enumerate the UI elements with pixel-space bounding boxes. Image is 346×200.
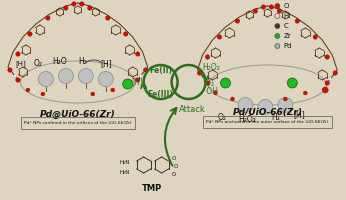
Circle shape (258, 99, 273, 114)
Circle shape (325, 81, 329, 85)
Circle shape (203, 77, 206, 80)
Text: H₂N: H₂N (119, 170, 130, 174)
Text: H₂: H₂ (271, 112, 280, 121)
Circle shape (80, 2, 84, 6)
Circle shape (88, 6, 92, 10)
Circle shape (136, 52, 140, 56)
Circle shape (139, 74, 142, 77)
Circle shape (98, 90, 101, 94)
Text: [H]: [H] (16, 61, 26, 67)
Circle shape (16, 52, 20, 56)
Circle shape (214, 58, 217, 62)
Circle shape (287, 78, 297, 88)
Circle shape (283, 97, 287, 101)
Circle shape (238, 98, 253, 112)
Circle shape (106, 16, 110, 20)
Text: ¹O₂: ¹O₂ (202, 79, 215, 88)
Circle shape (261, 5, 266, 9)
Text: Fe(II): Fe(II) (149, 66, 172, 74)
Text: O₂: O₂ (34, 60, 43, 68)
Circle shape (28, 32, 32, 36)
Circle shape (16, 78, 20, 82)
Circle shape (318, 58, 321, 62)
Text: C: C (283, 23, 288, 29)
Circle shape (98, 72, 113, 86)
Text: Pd@UiO-66(Zr): Pd@UiO-66(Zr) (40, 109, 116, 119)
Circle shape (275, 44, 280, 48)
Circle shape (217, 35, 222, 39)
Text: O: O (172, 156, 176, 160)
Circle shape (275, 33, 280, 38)
Circle shape (58, 68, 73, 84)
Text: H₂: H₂ (79, 58, 87, 66)
Circle shape (136, 78, 140, 82)
Circle shape (124, 32, 128, 36)
Circle shape (8, 68, 12, 72)
Text: Pd° NPs confined in the orifices of the UiO-66(Zr): Pd° NPs confined in the orifices of the … (24, 121, 131, 125)
Text: Zr: Zr (283, 33, 291, 39)
Text: H: H (283, 13, 289, 19)
Circle shape (46, 16, 50, 20)
Text: H₂O₂: H₂O₂ (238, 114, 256, 123)
Text: [H]: [H] (293, 110, 305, 119)
Circle shape (205, 81, 210, 85)
Circle shape (13, 74, 17, 77)
Circle shape (313, 35, 318, 39)
Circle shape (41, 92, 45, 96)
Text: Fe(III): Fe(III) (148, 90, 174, 98)
Circle shape (48, 95, 51, 98)
Text: H₂O: H₂O (53, 58, 67, 66)
Text: Pd: Pd (283, 43, 292, 49)
Circle shape (275, 23, 280, 28)
Circle shape (91, 92, 95, 96)
Circle shape (144, 68, 148, 72)
Circle shape (38, 72, 53, 86)
Circle shape (269, 5, 274, 9)
Circle shape (325, 55, 329, 59)
Circle shape (329, 77, 332, 80)
Text: O: O (172, 171, 176, 176)
Circle shape (235, 19, 240, 23)
Text: H₂N: H₂N (119, 160, 130, 164)
Circle shape (303, 91, 307, 95)
Circle shape (33, 90, 35, 94)
Circle shape (278, 98, 293, 112)
Circle shape (253, 9, 258, 13)
Text: Pd° NPs anchored to the outer surface of the UiO-66(Zr): Pd° NPs anchored to the outer surface of… (206, 120, 329, 124)
Circle shape (275, 14, 280, 19)
Circle shape (277, 9, 282, 13)
Circle shape (111, 88, 115, 92)
Circle shape (275, 3, 280, 8)
Circle shape (295, 19, 300, 23)
Circle shape (322, 87, 328, 93)
Text: ·OH: ·OH (204, 88, 219, 97)
Circle shape (25, 55, 27, 58)
Text: [H]: [H] (100, 60, 112, 68)
Circle shape (123, 79, 133, 89)
Circle shape (213, 91, 218, 95)
Circle shape (333, 71, 337, 75)
Text: H₂O₂: H₂O₂ (202, 64, 220, 72)
Circle shape (197, 71, 202, 75)
Text: Pd/UiO-66(Zr): Pd/UiO-66(Zr) (233, 108, 302, 117)
Circle shape (72, 2, 76, 6)
Circle shape (128, 55, 131, 58)
Circle shape (220, 78, 230, 88)
Text: O: O (283, 3, 289, 9)
Text: [H]: [H] (131, 77, 143, 86)
Text: Attack: Attack (179, 106, 206, 114)
Circle shape (205, 55, 210, 59)
Text: O: O (174, 164, 178, 168)
Circle shape (26, 88, 30, 92)
Circle shape (78, 68, 93, 84)
Circle shape (64, 6, 68, 10)
Text: TMP: TMP (142, 184, 162, 193)
Text: O₂: O₂ (218, 112, 227, 121)
Circle shape (230, 97, 235, 101)
